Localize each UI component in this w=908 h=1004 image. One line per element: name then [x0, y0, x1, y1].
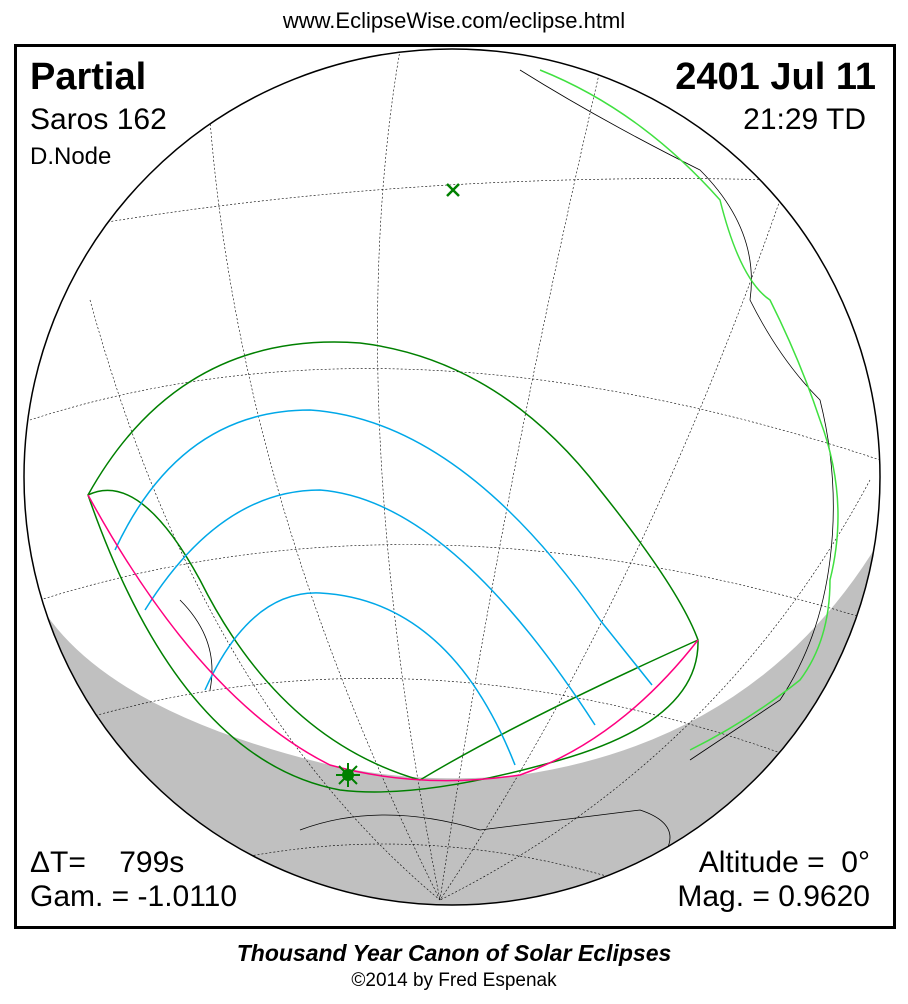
- mag-curve: [204, 592, 516, 766]
- altitude: Altitude = 0°: [698, 846, 870, 879]
- globe: [24, 49, 880, 905]
- map-frame: [14, 44, 896, 929]
- saros-number: Saros 162: [30, 103, 167, 136]
- eclipse-date: 2401 Jul 11: [675, 56, 876, 98]
- rise-set-curve: [87, 494, 699, 782]
- copyright: ©2014 by Fred Espenak: [351, 970, 557, 991]
- subsolar-x-icon: [446, 183, 460, 197]
- coastline-highlight: [539, 69, 839, 751]
- delta-t: ΔT= 799s: [30, 846, 185, 879]
- eclipse-type: Partial: [30, 56, 147, 98]
- magnitude: Mag. = 0.9620: [677, 880, 870, 913]
- node: D.Node: [30, 143, 112, 170]
- rise-set-loop: [87, 489, 699, 781]
- mag-curve: [144, 489, 596, 726]
- greatest-eclipse-star-icon: [336, 763, 360, 787]
- source-url: www.EclipseWise.com/eclipse.html: [282, 8, 626, 33]
- eclipse-time: 21:29 TD: [743, 103, 866, 136]
- mag-curve: [114, 409, 653, 686]
- graticule: [29, 49, 880, 901]
- gamma: Gam. = -1.0110: [30, 880, 238, 913]
- canon-title: Thousand Year Canon of Solar Eclipses: [236, 940, 672, 966]
